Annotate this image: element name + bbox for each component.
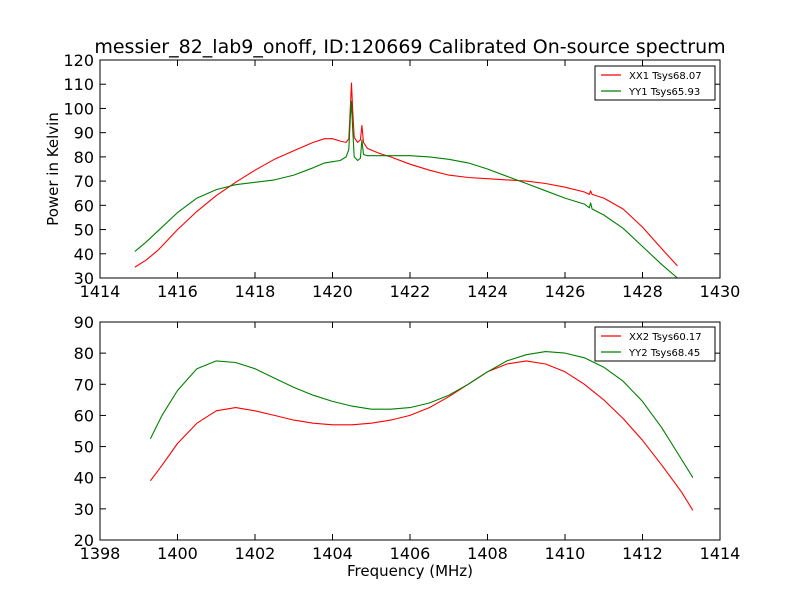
y-tick-label: 70 <box>74 375 94 394</box>
x-tick-label: 1408 <box>467 544 508 563</box>
bottom-panel: 1398 1400 1402 1404 1406 1408 1410 1412 1414 20 30… <box>74 313 741 580</box>
y-tick-label: 90 <box>74 313 94 332</box>
y-tick-label: 50 <box>74 221 94 240</box>
x-axis-label: Frequency (MHz) <box>347 562 473 580</box>
series-line-yy2 <box>149 351 694 478</box>
x-tick-label: 1428 <box>622 282 663 301</box>
x-tick-label: 1398 <box>80 544 121 563</box>
series-line-xx2 <box>149 360 694 511</box>
y-tick-label: 40 <box>74 245 94 264</box>
x-tick-label: 1420 <box>312 282 353 301</box>
x-tick-label: 1412 <box>622 544 663 563</box>
series-line-xx1 <box>134 82 678 268</box>
x-tick-label: 1416 <box>157 282 198 301</box>
x-tick-label: 1418 <box>235 282 276 301</box>
y-tick-label: 60 <box>74 406 94 425</box>
x-tick-label: 1406 <box>390 544 431 563</box>
figure-title: messier_82_lab9_onoff, ID:120669 Calibra… <box>94 36 725 58</box>
y-tick-label: 30 <box>74 269 94 288</box>
y-tick-label: 100 <box>63 99 94 118</box>
x-tick-label: 1410 <box>545 544 586 563</box>
x-tick-label: 1424 <box>467 282 508 301</box>
y-tick-label: 40 <box>74 469 94 488</box>
y-tick-label: 120 <box>63 51 94 70</box>
x-tick-label: 1404 <box>312 544 353 563</box>
y-tick-label: 30 <box>74 500 94 519</box>
y-tick-label: 80 <box>74 148 94 167</box>
y-tick-label: 90 <box>74 124 94 143</box>
y-tick-label: 70 <box>74 172 94 191</box>
y-tick-label: 60 <box>74 196 94 215</box>
x-tick-label: 1414 <box>700 544 741 563</box>
x-tick-label: 1400 <box>157 544 198 563</box>
legend-label: XX1 Tsys68.07 <box>629 71 702 82</box>
y-tick-label: 80 <box>74 344 94 363</box>
x-tick-label: 1402 <box>235 544 276 563</box>
y-axis-label: Power in Kelvin <box>44 112 62 226</box>
top-panel: 1414 1416 1418 1420 1422 1424 1426 1428 1430 30 40… <box>44 51 740 301</box>
legend-box <box>594 65 716 101</box>
legend-box <box>594 326 716 362</box>
legend-label: YY1 Tsys65.93 <box>628 87 700 98</box>
x-tick-label: 1422 <box>390 282 431 301</box>
x-tick-label: 1414 <box>80 282 121 301</box>
x-tick-label: 1430 <box>700 282 741 301</box>
legend: XX2 Tsys60.17 YY2 Tsys68.45 <box>594 326 716 362</box>
x-tick-label: 1426 <box>545 282 586 301</box>
legend: XX1 Tsys68.07 YY1 Tsys65.93 <box>594 65 716 101</box>
y-tick-label: 20 <box>74 531 94 550</box>
y-tick-label: 110 <box>63 75 94 94</box>
series-line-yy1 <box>134 100 678 278</box>
legend-label: YY2 Tsys68.45 <box>628 348 700 359</box>
legend-label: XX2 Tsys60.17 <box>629 332 702 343</box>
y-tick-label: 50 <box>74 438 94 457</box>
